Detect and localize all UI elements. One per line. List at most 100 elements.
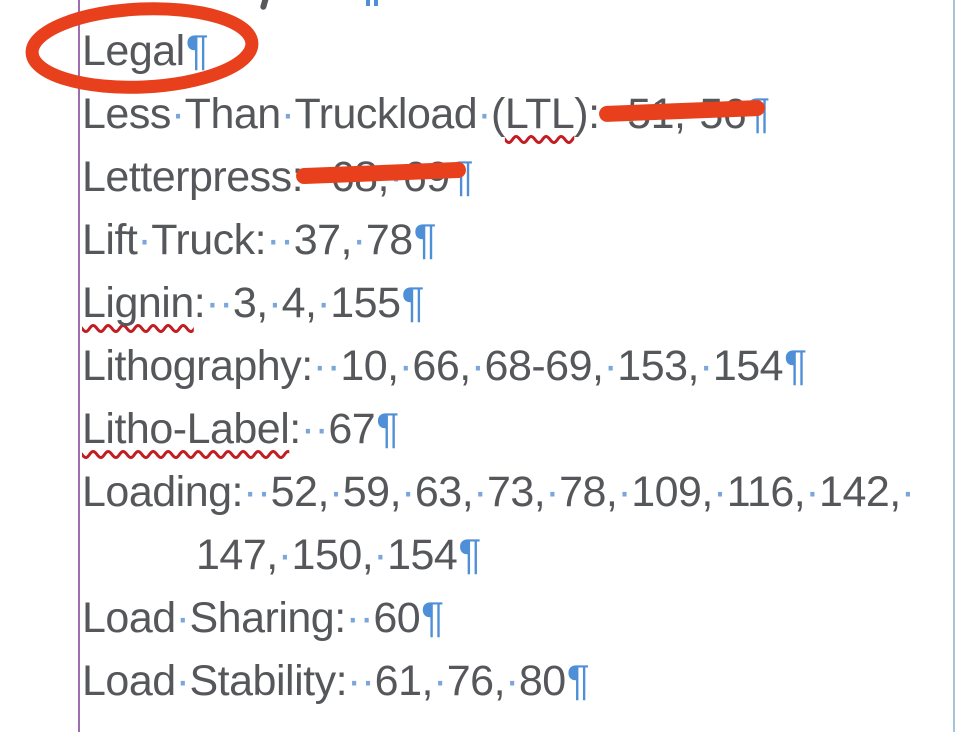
space-mark: · (267, 279, 282, 327)
text-run: 80 (518, 657, 566, 705)
index-line: Load·Sharing:··60¶ (82, 587, 974, 650)
space-mark: ·· (243, 468, 271, 516)
text-run: 51, (627, 90, 686, 138)
index-line: Load·Stability:··61,·76,·80¶ (82, 650, 974, 713)
space-mark: · (545, 468, 560, 516)
space-mark: · (699, 342, 713, 390)
comma-fragment (259, 0, 271, 11)
text-run: 154 (712, 342, 784, 390)
text-run: 78, (559, 468, 618, 516)
space-mark: · (388, 153, 403, 201)
pilcrow-mark: ¶ (413, 216, 437, 264)
space-mark: · (685, 90, 700, 138)
text-run: 63, (414, 468, 474, 516)
text-run: 4, (281, 279, 317, 327)
text-run: ): (574, 90, 600, 138)
right-margin-guide (953, 0, 955, 732)
index-line: Litho-Label:··67¶ (82, 398, 974, 461)
index-line: Lift·Truck:··37,·78¶ (82, 209, 974, 272)
pilcrow-mark: ¶ (458, 531, 481, 579)
misspelled-word: Lignin (82, 279, 194, 327)
space-mark: ·· (205, 279, 233, 327)
text-run: Than (184, 90, 282, 138)
pilcrow-mark: ¶ (450, 153, 474, 201)
text-run: Lithography: (82, 342, 313, 390)
text-run: 69 (402, 153, 450, 201)
text-run: 68, (330, 153, 390, 201)
space-mark: · (900, 468, 915, 516)
space-mark: ·· (345, 594, 374, 642)
text-run: 10, (340, 342, 399, 390)
space-mark: · (432, 657, 447, 705)
space-mark: ·· (347, 657, 375, 705)
space-mark: · (398, 342, 413, 390)
text-run: 147, (196, 531, 278, 579)
text-run: Less (82, 90, 171, 138)
text-run: 73, (486, 468, 546, 516)
space-mark: · (505, 657, 519, 705)
text-run: 37, (293, 216, 353, 264)
space-mark: · (175, 657, 190, 705)
index-line: Letterpress:··68,·69¶ (82, 146, 974, 209)
text-run: ( (491, 90, 505, 138)
pilcrow-mark: ¶ (566, 657, 590, 705)
misspelled-word: Litho-Label (82, 405, 290, 453)
space-mark: · (137, 216, 152, 264)
index-line: Lignin:··3,·4,·155¶ (82, 272, 974, 335)
space-mark: · (603, 342, 618, 390)
text-run: 67 (328, 405, 376, 453)
space-mark: · (805, 468, 820, 516)
text-run: 109, (631, 468, 713, 516)
pilcrow-mark: ¶ (747, 90, 770, 138)
text-run: Sharing: (189, 594, 347, 642)
text-run: 153, (617, 342, 699, 390)
text-run: 155 (330, 279, 401, 327)
space-mark: · (473, 468, 487, 516)
text-run: Load (82, 657, 176, 705)
text-run: Letterpress: (82, 153, 304, 201)
space-mark: · (280, 90, 295, 138)
space-mark: ·· (312, 342, 341, 390)
text-run: Stability: (189, 657, 348, 705)
text-run: 78 (365, 216, 413, 264)
index-line: Lithography:··10,·66,·68-69,·153,·154¶ (82, 335, 974, 398)
clipped-previous-line (0, 0, 974, 14)
index-line: 147,·150,·154¶ (82, 524, 974, 587)
space-mark: ·· (599, 90, 628, 138)
text-run: 142, (819, 468, 901, 516)
text-run: : (289, 405, 301, 453)
space-mark: · (373, 531, 388, 579)
space-mark: · (175, 594, 190, 642)
pilcrow-mark: ¶ (401, 279, 425, 327)
text-run: Truck: (151, 216, 267, 264)
space-mark: · (401, 468, 415, 516)
pilcrow-mark: ¶ (376, 405, 399, 453)
text-run: 56 (699, 90, 747, 138)
text-run: Lift (82, 216, 138, 264)
text-run: 61, (374, 657, 434, 705)
space-mark: · (712, 468, 727, 516)
index-line: Less·Than·Truckload·(LTL):··51,·56¶ (82, 83, 974, 146)
pilcrow-fragment (374, 0, 378, 6)
text-run: 3, (232, 279, 268, 327)
space-mark: ·· (300, 405, 329, 453)
text-run: 76, (446, 657, 506, 705)
pilcrow-mark: ¶ (784, 342, 807, 390)
space-mark: · (470, 342, 485, 390)
space-mark: ·· (266, 216, 294, 264)
space-mark: · (477, 90, 492, 138)
text-run: 68-69, (484, 342, 604, 390)
text-run: 60 (373, 594, 421, 642)
misspelled-word: LTL (504, 90, 575, 138)
pilcrow-mark: ¶ (185, 27, 209, 75)
text-run: 52, (270, 468, 330, 516)
space-mark: · (617, 468, 632, 516)
text-run: : (193, 279, 206, 327)
space-mark: · (316, 279, 331, 327)
space-mark: ·· (303, 153, 331, 201)
text-run: 154 (387, 531, 458, 579)
document-text-area[interactable]: Legal¶ Less·Than·Truckload·(LTL):··51,·56… (82, 20, 974, 732)
left-margin-guide (78, 0, 80, 732)
space-mark: · (351, 216, 366, 264)
space-mark: · (328, 468, 343, 516)
